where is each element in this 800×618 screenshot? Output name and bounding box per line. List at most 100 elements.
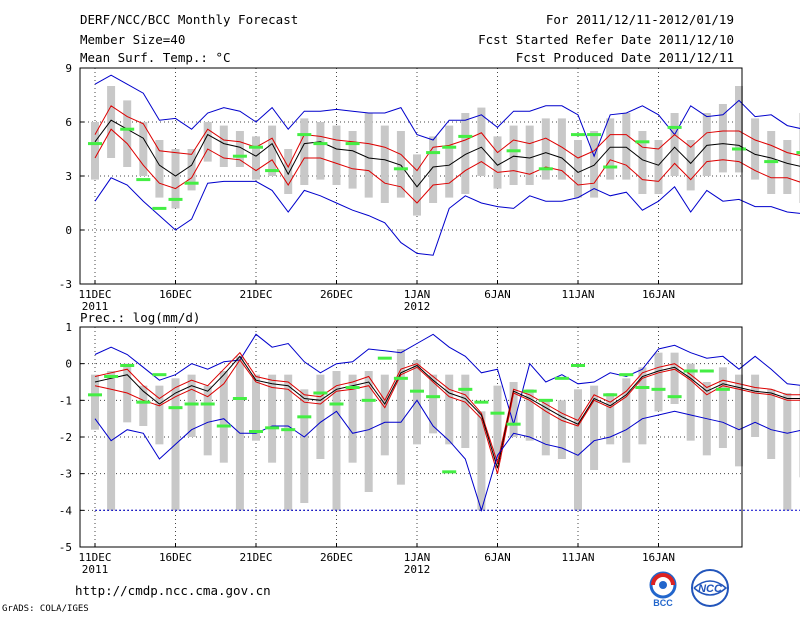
panel2-xtick-label: 26DEC <box>320 551 353 564</box>
panel1-xtick-label: 11JAN <box>561 288 594 301</box>
panel2-observed-marker <box>619 373 634 377</box>
panel2-xtick-year: 2011 <box>82 563 109 576</box>
panel2-spread-box <box>268 374 277 463</box>
panel2-observed-marker <box>522 389 537 393</box>
panel1-spread-box <box>702 113 711 176</box>
grads-credit: GrADS: COLA/IGES <box>2 604 89 614</box>
panel1-spread-box <box>396 131 405 198</box>
panel1-spread-box <box>364 113 373 198</box>
panel1-observed-marker <box>796 151 800 155</box>
panel1-observed-marker <box>168 197 183 201</box>
panel2-spread-box <box>735 374 743 467</box>
panel1-observed-marker <box>426 151 441 155</box>
panel1-series-lower <box>94 128 800 204</box>
variable-label: Mean Surf. Temp.: °C <box>80 50 231 65</box>
panel2-observed-marker <box>554 376 569 380</box>
panel2-spread-box <box>187 374 196 437</box>
panel2-spread-box <box>252 374 260 441</box>
panel2-spread-box <box>91 374 99 430</box>
panel2-observed-marker <box>184 402 199 406</box>
chart-title: DERF/NCC/BCC Monthly Forecast <box>80 12 299 27</box>
panel2-title: Prec.: log(mm/d) <box>80 310 200 325</box>
panel1-observed-marker <box>458 134 473 138</box>
bcc-logo-text: BCC <box>653 598 673 608</box>
panel2-xtick-label: 11JAN <box>561 551 594 564</box>
panel1-observed-marker <box>313 142 328 146</box>
panel1-series-upper <box>94 105 800 172</box>
panel2-observed-marker <box>571 364 585 367</box>
panel1-series-mean <box>94 119 800 188</box>
panel1-observed-marker <box>538 167 553 171</box>
panel1-spread-box <box>783 140 792 194</box>
panel2-spread-box <box>396 349 405 485</box>
panel1-observed-marker <box>249 145 263 149</box>
panel1-spread-box <box>751 118 760 180</box>
panel1-spread-box <box>461 113 470 194</box>
panel2-series-max <box>94 333 800 427</box>
panel1-observed-marker <box>120 127 135 131</box>
panel2-spread-box <box>670 352 679 404</box>
panel2-xtick-year: 2012 <box>404 563 431 576</box>
panel1-observed-marker <box>587 133 602 137</box>
panel1-observed-marker <box>764 160 779 164</box>
panel1-xtick-label: 11DEC <box>78 288 111 301</box>
panel2-spread-box <box>638 367 647 445</box>
panel1-spread-box <box>477 107 486 176</box>
panel2-observed-marker <box>120 364 135 367</box>
panel1-ytick-label: -3 <box>59 278 72 291</box>
panel1-spread-box <box>123 100 132 167</box>
panel1-series-max <box>94 74 800 158</box>
panel2-spread-box <box>155 385 164 445</box>
panel2-spread-box <box>509 382 518 437</box>
panel1-spread-box <box>252 136 260 180</box>
panel1-observed-marker <box>635 140 650 144</box>
panel1-observed-marker <box>442 145 457 149</box>
panel1-spread-box <box>284 149 293 194</box>
panel1-ytick-label: 6 <box>65 116 72 129</box>
panel2-observed-marker <box>329 402 344 406</box>
panel1-observed-marker <box>265 169 280 173</box>
panel2-observed-marker <box>345 386 360 389</box>
panel2-observed-marker <box>442 470 457 474</box>
panel1-observed-marker <box>393 167 408 171</box>
panel2-series-min <box>94 399 800 513</box>
panel1-spread-box <box>155 140 164 198</box>
panel1-spread-box <box>557 118 566 180</box>
panel2-observed-marker <box>651 387 666 391</box>
panel2-spread-box <box>477 411 486 511</box>
panel2-observed-marker <box>506 422 521 426</box>
panel2-ytick-label: -2 <box>59 431 72 444</box>
panel1-observed-marker <box>603 165 618 169</box>
source-url[interactable]: http://cmdp.ncc.cma.gov.cn <box>75 583 271 598</box>
panel2-ytick-label: 0 <box>65 358 72 371</box>
panel2-observed-marker <box>393 376 408 380</box>
panel2-series-mean <box>94 355 800 469</box>
panel1-spread-box <box>235 131 244 167</box>
panel1-observed-marker <box>297 133 312 137</box>
panel2-spread-box <box>590 385 599 470</box>
panel2-observed-marker <box>603 393 618 397</box>
panel1-xtick-label: 1JAN <box>404 288 431 301</box>
panel2-observed-marker <box>136 400 151 404</box>
panel1-xtick-label: 16DEC <box>159 288 192 301</box>
panel2-spread-box <box>284 374 293 511</box>
panel1-observed-marker <box>184 181 199 185</box>
panel2-xtick-label: 16DEC <box>159 551 192 564</box>
panel2-observed-marker <box>104 375 119 378</box>
fcst-started-date: Fcst Started Refer Date 2011/12/10 <box>478 32 734 47</box>
panel1-observed-marker <box>136 178 151 182</box>
panel2-spread-box <box>300 389 309 503</box>
panel2-observed-marker <box>88 393 102 397</box>
panel2-spread-box <box>316 374 325 459</box>
panel2-series-lower <box>94 359 800 474</box>
panel2-ytick-label: -5 <box>59 541 72 554</box>
panel2-observed-marker <box>715 387 730 391</box>
panel2-observed-marker <box>377 356 392 360</box>
panel2-spread-box <box>348 374 357 463</box>
panel2-spread-box <box>380 374 389 456</box>
panel2-spread-box <box>139 385 148 426</box>
panel2-observed-marker <box>538 398 553 402</box>
panel2-spread-box <box>525 389 534 441</box>
panel2-spread-box <box>429 374 438 434</box>
panel2-observed-marker <box>216 424 231 428</box>
